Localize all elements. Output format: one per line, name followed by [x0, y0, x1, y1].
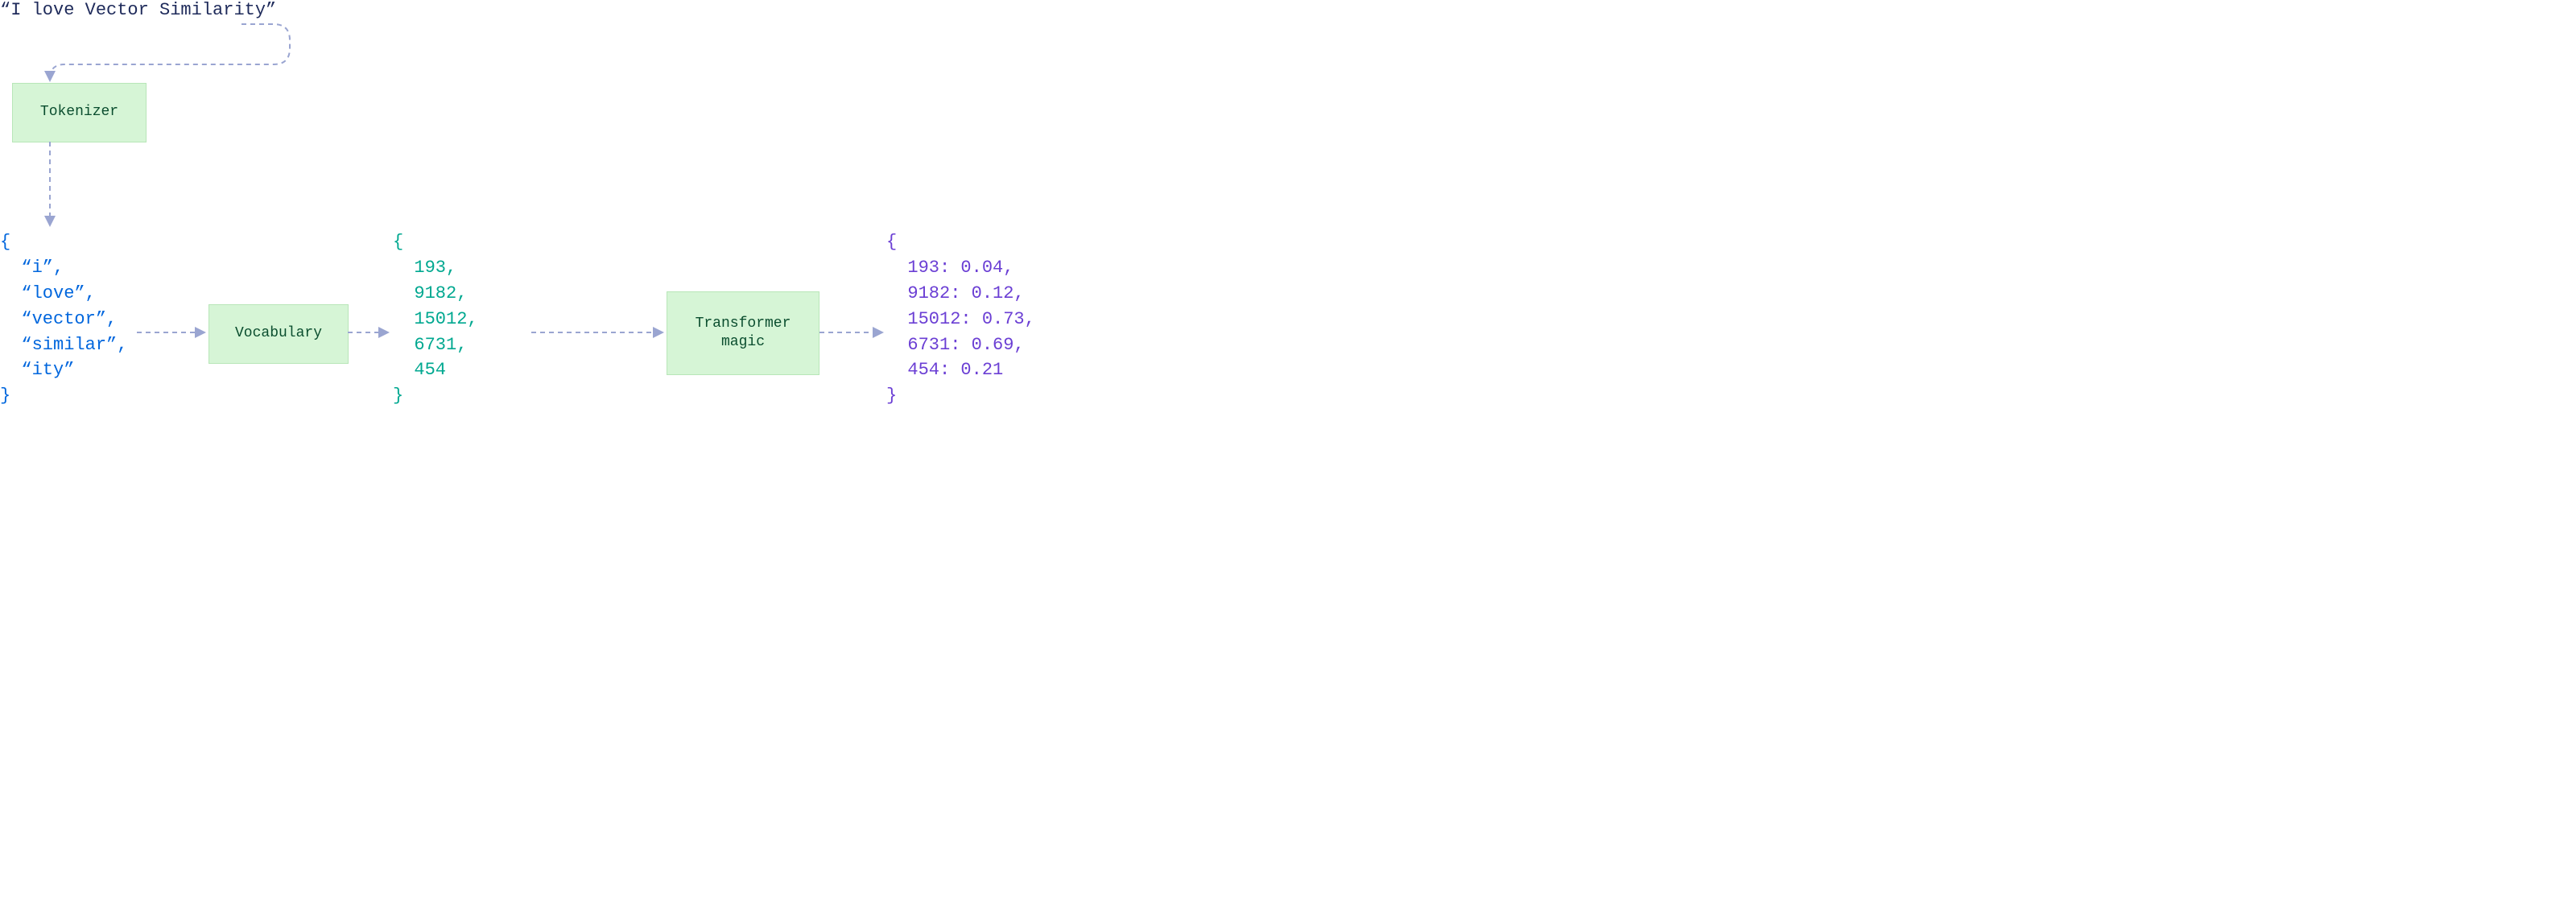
- tokens-block: { “i”, “love”, “vector”, “similar”, “ity…: [0, 229, 127, 409]
- embeddings-block: { 193: 0.04, 9182: 0.12, 15012: 0.73, 67…: [886, 229, 1035, 409]
- tokenizer-label: Tokenizer: [40, 103, 118, 122]
- vocabulary-node: Vocabulary: [208, 304, 349, 364]
- transformer-node: Transformer magic: [667, 291, 819, 375]
- input-sentence: “I love Vector Similarity”: [0, 0, 276, 20]
- connectors: [0, 0, 1288, 458]
- tokenizer-node: Tokenizer: [12, 83, 147, 142]
- transformer-label: Transformer magic: [696, 315, 791, 353]
- vocabulary-label: Vocabulary: [235, 324, 322, 343]
- input-to-tokenizer: [50, 24, 290, 80]
- ids-block: { 193, 9182, 15012, 6731, 454 }: [393, 229, 478, 409]
